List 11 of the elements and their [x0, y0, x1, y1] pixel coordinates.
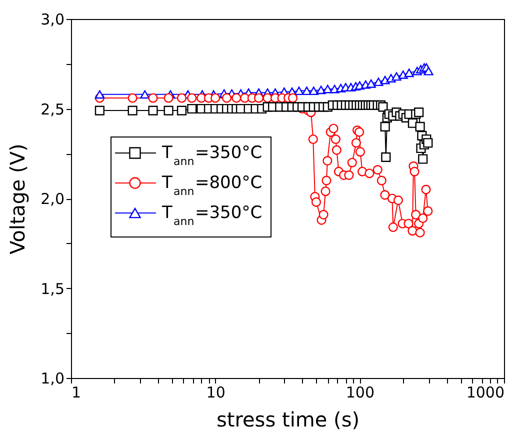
y-tick-label: 1,0 — [40, 370, 64, 388]
x-tick-label: 1 — [72, 384, 82, 402]
y-tick-label: 2,5 — [40, 100, 64, 118]
y-tick-label: 2,0 — [40, 190, 64, 208]
x-tick-label: 100 — [346, 384, 374, 402]
x-axis-title: stress time (s) — [216, 408, 360, 432]
x-tick-label: 10 — [206, 384, 226, 402]
x-tick-label: 1000 — [466, 384, 504, 402]
y-tick-label: 1,5 — [40, 280, 64, 298]
y-axis-title: Voltage (V) — [6, 144, 30, 254]
y-tick-label: 3,0 — [40, 10, 64, 28]
